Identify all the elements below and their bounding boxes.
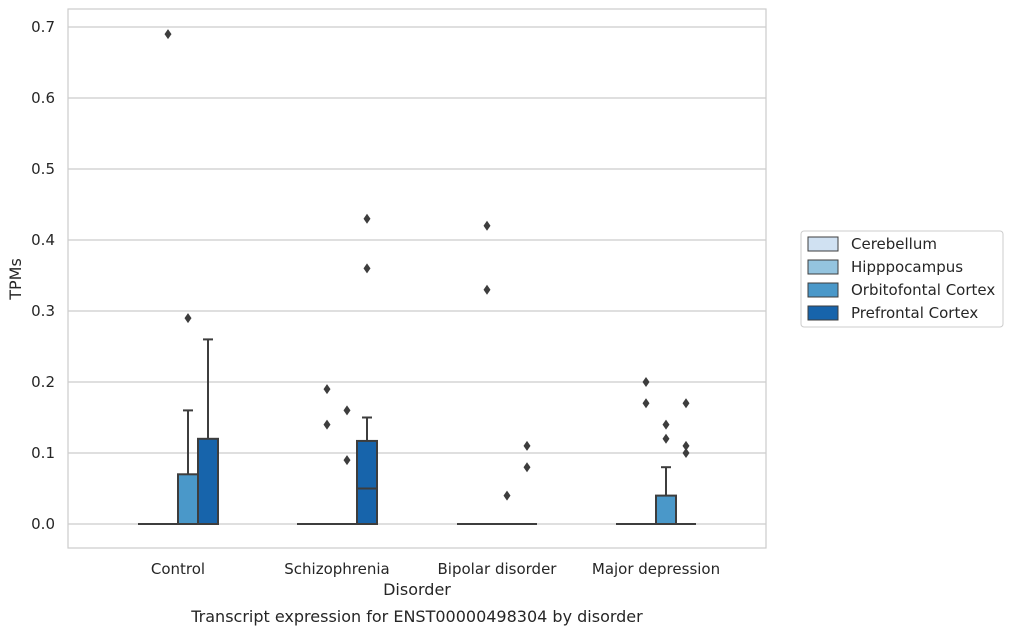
y-tick-label: 0.4 <box>31 231 55 249</box>
legend-frame <box>800 230 1004 328</box>
x-axis-title: Disorder <box>383 580 451 599</box>
outlier-point <box>523 462 531 473</box>
figure-caption: Transcript expression for ENST0000049830… <box>190 607 643 626</box>
legend-swatch <box>807 305 839 321</box>
box-series <box>138 29 696 526</box>
legend-label: Orbitofontal Cortex <box>851 281 995 299</box>
outlier-point <box>363 263 371 274</box>
outlier-point <box>363 213 371 224</box>
grid-lines <box>68 26 766 525</box>
y-tick-label: 0.7 <box>31 18 55 36</box>
x-tick-label: Schizophrenia <box>284 560 389 578</box>
y-tick-labels: 0.0 0.1 0.2 0.3 0.4 0.5 0.6 0.7 <box>31 18 55 533</box>
series-prefrontal-cortex <box>197 213 696 525</box>
x-tick-label: Control <box>151 560 205 578</box>
legend-swatch <box>807 236 839 252</box>
outlier-point <box>343 405 351 416</box>
y-tick-label: 0.6 <box>31 89 55 107</box>
outlier-point <box>164 29 172 40</box>
outlier-point <box>343 455 351 466</box>
series-orbitofontal-cortex <box>177 313 677 526</box>
legend-label: Hipppocampus <box>851 258 963 276</box>
outlier-point <box>682 440 690 451</box>
outlier-point <box>184 313 192 324</box>
outlier-point <box>323 419 331 430</box>
series-hipppocampus <box>158 29 656 525</box>
legend: Cerebellum Hipppocampus Orbitofontal Corte… <box>800 230 1004 328</box>
outlier-point <box>642 377 650 387</box>
box <box>177 473 199 525</box>
box <box>655 494 677 526</box>
x-tick-labels: Control Schizophrenia Bipolar disorder Majo… <box>151 560 720 578</box>
plot-area <box>67 8 767 549</box>
box <box>197 437 219 525</box>
outlier-point <box>642 398 650 409</box>
x-tick-label: Major depression <box>592 560 720 578</box>
y-tick-label: 0.5 <box>31 160 55 178</box>
x-tick-label: Bipolar disorder <box>438 560 558 578</box>
outlier-point <box>483 220 491 231</box>
outlier-point <box>323 384 331 395</box>
outlier-point <box>483 284 491 295</box>
y-tick-label: 0.3 <box>31 302 55 320</box>
outlier-point <box>523 440 531 451</box>
y-tick-label: 0.1 <box>31 444 55 462</box>
y-tick-label: 0.2 <box>31 373 55 391</box>
outlier-point <box>682 398 690 409</box>
legend-swatch <box>807 282 839 298</box>
box <box>356 439 378 525</box>
outlier-point <box>503 490 511 501</box>
legend-label: Cerebellum <box>851 235 937 253</box>
legend-swatch <box>807 259 839 275</box>
outlier-point <box>662 419 670 430</box>
outlier-point <box>682 448 690 458</box>
y-axis-title: TPMs <box>6 258 25 301</box>
outlier-point <box>662 433 670 444</box>
y-tick-label: 0.0 <box>31 515 55 533</box>
legend-label: Prefrontal Cortex <box>851 304 978 322</box>
